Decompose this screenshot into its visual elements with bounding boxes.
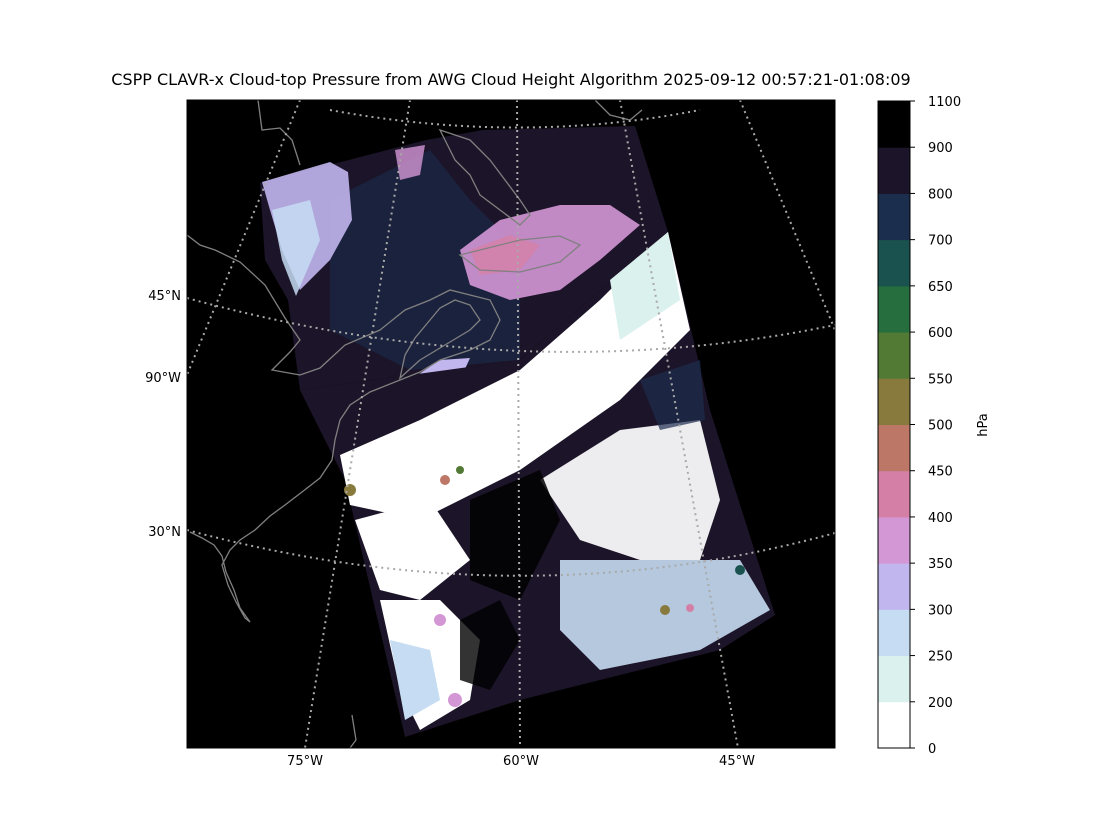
cloud-tan-1 xyxy=(344,484,356,496)
colorbar-tick-label: 800 xyxy=(928,187,953,202)
coastlines xyxy=(187,100,643,748)
colorbar-bin xyxy=(878,193,910,241)
colorbar-bin xyxy=(878,147,910,194)
clear-patch-e xyxy=(640,360,705,430)
colorbar-tick-label: 700 xyxy=(928,234,953,249)
colorbar-tick-label: 650 xyxy=(928,280,953,295)
colorbar-tick-label: 1100 xyxy=(928,95,961,110)
cloud-blue-nw xyxy=(272,200,320,296)
cloud-tan-2 xyxy=(440,475,450,485)
cloud-pink-2 xyxy=(448,693,462,707)
cloud-pink-n xyxy=(395,145,425,180)
colorbar-tick-label: 350 xyxy=(928,557,953,572)
cloud-green-2 xyxy=(735,565,745,575)
map-title: CSPP CLAVR-x Cloud-top Pressure from AWG… xyxy=(111,70,911,89)
colorbar-bin xyxy=(878,378,910,425)
graticule xyxy=(187,100,835,748)
cloud-white-se xyxy=(540,420,720,560)
map-frame xyxy=(186,99,836,749)
cloud-white-south xyxy=(355,500,470,600)
colorbar-tick-label: 0 xyxy=(928,742,936,757)
colorbar-bin xyxy=(878,563,910,610)
colorbar-tick-label: 500 xyxy=(928,419,953,434)
colorbar-label: hPa xyxy=(976,413,991,436)
colorbar-tick-label: 900 xyxy=(928,141,953,156)
colorbar-bin xyxy=(878,701,910,749)
cloud-pink-gulf xyxy=(460,205,640,300)
colorbar-bin xyxy=(878,424,910,472)
colorbar-tick-label: 400 xyxy=(928,511,953,526)
cloud-green-1 xyxy=(456,466,464,474)
colorbar-bin xyxy=(878,239,910,287)
colorbar-bin xyxy=(878,470,910,518)
colorbar-tick-label: 250 xyxy=(928,650,953,665)
clear-patch-sw xyxy=(460,600,520,690)
colorbar-bin xyxy=(878,285,910,333)
lat-label-30n: 30°N xyxy=(148,525,181,540)
cloud-lightblue-sw xyxy=(390,640,440,720)
cloud-tan-3 xyxy=(660,605,670,615)
lat-label-45n: 45°N xyxy=(148,289,181,304)
lon-label-60w: 60°W xyxy=(503,754,539,769)
colorbar-bin xyxy=(878,516,910,564)
clear-patch-mid xyxy=(470,470,560,600)
colorbar-tick-label: 600 xyxy=(928,326,953,341)
colorbar-tick-label: 450 xyxy=(928,465,953,480)
colorbar-bin xyxy=(878,609,910,657)
cloud-white-band xyxy=(340,232,690,520)
colorbar-tick-label: 550 xyxy=(928,372,953,387)
cloud-rose-gulf xyxy=(470,235,540,275)
lon-label-45w: 45°W xyxy=(719,754,755,769)
cloud-lightcyan-band xyxy=(610,232,680,340)
swath-north-mid xyxy=(330,150,520,370)
lon-label-90w: 90°W xyxy=(145,371,181,386)
colorbar-bin xyxy=(878,101,910,148)
lon-label-75w: 75°W xyxy=(287,754,323,769)
cloud-pink-1 xyxy=(434,614,446,626)
colorbar-tick-label: 200 xyxy=(928,696,953,711)
cloud-rose-1 xyxy=(686,604,694,612)
colorbar-tick-label: 300 xyxy=(928,603,953,618)
colorbar-bin xyxy=(878,332,910,379)
colorbar-bin xyxy=(878,655,910,703)
